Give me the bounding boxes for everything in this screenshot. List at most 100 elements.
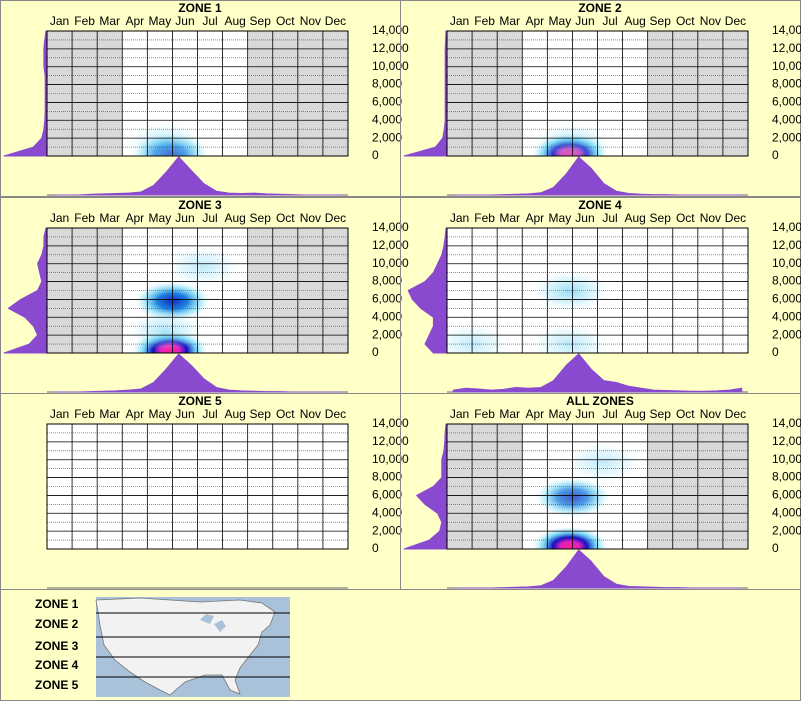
y-tick-label: 10,000 <box>372 452 409 466</box>
x-tick-label: Mar <box>499 407 520 421</box>
y-tick-label: 6,000 <box>772 488 801 502</box>
y-tick-label: 2,000 <box>372 130 402 144</box>
zone-label: ZONE 3 <box>35 639 79 653</box>
y-tick-label: 14,000 <box>372 23 409 37</box>
y-tick-label: 6,000 <box>772 292 801 306</box>
y-tick-label: 12,000 <box>372 41 409 55</box>
plot-border <box>446 30 749 157</box>
plot-border <box>46 227 349 354</box>
y-tick-label: 10,000 <box>372 256 409 270</box>
y-tick-label: 4,000 <box>772 505 801 519</box>
heat-spot <box>531 526 608 549</box>
y-tick-label: 8,000 <box>372 274 402 288</box>
y-tick-label: 8,000 <box>372 77 402 91</box>
x-tick-label: Jun <box>175 14 194 28</box>
y-tick-label: 14,000 <box>772 23 801 37</box>
x-tick-label: Jun <box>575 407 594 421</box>
y-tick-label: 2,000 <box>372 327 402 341</box>
x-tick-label: Mar <box>99 407 120 421</box>
x-tick-label: Mar <box>499 14 520 28</box>
panel-title: ZONE 3 <box>178 198 222 212</box>
y-tick-label: 14,000 <box>772 220 801 234</box>
y-tick-label: 8,000 <box>772 77 801 91</box>
x-tick-label: Oct <box>676 14 695 28</box>
no-data-shade <box>297 31 323 156</box>
y-tick-label: 8,000 <box>372 470 402 484</box>
y-tick-label: 4,000 <box>372 309 402 323</box>
y-tick-label: 8,000 <box>772 274 801 288</box>
x-tick-label: Apr <box>525 407 544 421</box>
y-tick-label: 4,000 <box>372 112 402 126</box>
zone-label: ZONE 4 <box>35 658 79 672</box>
elevation-density <box>407 227 447 354</box>
x-tick-label: Oct <box>676 407 695 421</box>
x-tick-label: Feb <box>74 211 95 225</box>
x-tick-label: Jun <box>175 211 194 225</box>
x-tick-label: Jul <box>202 211 217 225</box>
panel: ZONE 5 0 2,000 4,000 6,000 8,000 10,000 12,000 1… <box>0 393 409 590</box>
x-tick-label: Apr <box>125 211 144 225</box>
y-tick-label: 6,000 <box>372 95 402 109</box>
plot-border <box>46 423 349 550</box>
y-tick-label: 12,000 <box>772 41 801 55</box>
x-tick-label: Jul <box>602 407 617 421</box>
x-tick-label: Nov <box>700 211 721 225</box>
y-tick-label: 0 <box>372 541 379 555</box>
x-tick-label: Dec <box>725 14 746 28</box>
month-density <box>52 353 343 393</box>
y-tick-label: 6,000 <box>372 488 402 502</box>
x-tick-label: Nov <box>700 14 721 28</box>
y-tick-label: 0 <box>372 345 379 359</box>
x-tick-label: Jan <box>50 407 69 421</box>
elevation-density <box>3 30 47 157</box>
y-tick-label: 10,000 <box>772 256 801 270</box>
panel-title: ZONE 5 <box>178 394 222 408</box>
no-data-shade <box>697 424 723 549</box>
x-tick-label: May <box>549 407 572 421</box>
month-density <box>452 353 743 393</box>
panel-title: ALL ZONES <box>566 394 634 408</box>
x-tick-label: Dec <box>725 211 746 225</box>
y-tick-label: 0 <box>372 148 379 162</box>
x-tick-label: Sep <box>250 14 272 28</box>
x-tick-label: Mar <box>99 14 120 28</box>
x-tick-label: Sep <box>650 211 672 225</box>
y-tick-label: 14,000 <box>372 220 409 234</box>
x-tick-label: Jul <box>202 407 217 421</box>
x-tick-label: Jun <box>575 14 594 28</box>
heat-spot <box>564 442 641 483</box>
heat-spot <box>126 122 203 156</box>
map-lakes <box>200 614 226 632</box>
legend <box>95 597 290 697</box>
y-tick-label: 6,000 <box>772 95 801 109</box>
heat-spot <box>447 324 511 353</box>
y-tick-label: 4,000 <box>372 505 402 519</box>
map-land <box>95 597 276 696</box>
y-tick-label: 12,000 <box>772 238 801 252</box>
x-tick-label: Oct <box>676 211 695 225</box>
x-tick-label: Apr <box>525 14 544 28</box>
x-tick-label: May <box>149 407 172 421</box>
x-tick-label: May <box>149 14 172 28</box>
x-tick-label: Sep <box>650 14 672 28</box>
x-tick-label: Aug <box>224 211 245 225</box>
x-tick-label: Feb <box>74 14 95 28</box>
zone-label: ZONE 5 <box>35 678 79 692</box>
y-tick-label: 0 <box>772 345 779 359</box>
no-data-shade <box>472 424 498 549</box>
panel: ZONE 3 0 2,000 4,000 6,000 8,000 10,000 12,000 1… <box>0 197 409 394</box>
x-tick-label: May <box>549 14 572 28</box>
x-tick-label: Jan <box>450 407 469 421</box>
x-tick-label: Oct <box>276 407 295 421</box>
y-tick-label: 4,000 <box>772 112 801 126</box>
plot-border <box>46 30 349 157</box>
panel-title: ZONE 1 <box>178 1 222 15</box>
x-tick-label: Dec <box>325 14 346 28</box>
x-tick-label: Jan <box>450 14 469 28</box>
x-tick-label: Dec <box>725 407 746 421</box>
x-tick-label: Sep <box>650 407 672 421</box>
month-density <box>452 549 743 589</box>
panel: ZONE 1 0 2,000 4,000 6,000 8,000 10,000 12,000 1… <box>0 0 409 197</box>
heat-spot <box>164 246 241 287</box>
y-tick-label: 14,000 <box>372 416 409 430</box>
